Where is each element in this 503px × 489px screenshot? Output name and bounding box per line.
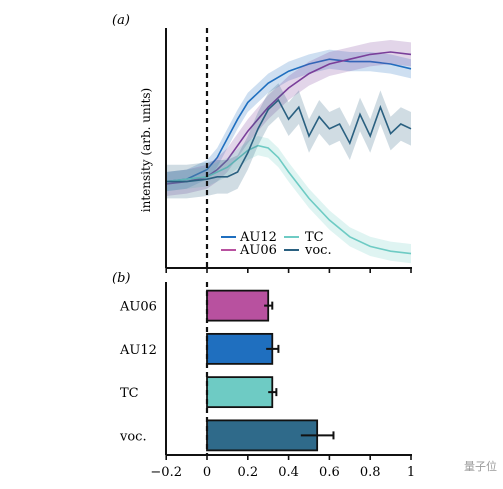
band-au06 [166,40,411,196]
series-line-tc [166,144,412,255]
bar-tc [206,376,274,409]
panel-b-category-labels: AU06 AU12 TC voc. [119,300,157,445]
panel-a-plot-area [166,40,412,264]
bar-voc [206,419,319,452]
panel-a-x-ticks [165,268,412,273]
band-voc [166,83,411,199]
panel-a-y-axis-label: intensity (arb. units) [139,88,153,212]
series-line-voc [166,98,412,183]
legend-label-tc: TC [305,230,324,245]
panel-b-x-ticks: −0.2 0 0.2 0.4 0.6 0.8 1 [150,455,415,480]
bar-au12 [206,332,274,365]
legend-label-voc: voc. [304,243,332,258]
legend-label-au12: AU12 [239,230,277,245]
category-label: voc. [119,429,147,444]
category-label: AU12 [119,343,157,358]
panel-b-x-tick-label: 0 [203,465,211,480]
category-label: TC [120,386,139,401]
panel-b-x-tick-label: 0.2 [237,465,258,480]
panel-b-x-tick-label: 0.4 [278,465,299,480]
panel-b-x-tick-label: −0.2 [150,465,182,480]
panel-a-label: (a) [112,13,130,28]
panel-b-x-tick-label: 1 [407,465,415,480]
bar-au06 [206,289,270,322]
legend-label-au06: AU06 [239,243,277,258]
category-label: AU06 [119,300,157,315]
panel-b-plot-area [206,289,335,452]
panel-b-x-tick-label: 0.8 [360,465,381,480]
band-tc [166,136,411,264]
panel-b-label: (b) [112,271,130,286]
legend: AU12 AU06 TC voc. [221,230,332,258]
series-line-au12 [166,58,412,183]
watermark: 量子位 [464,460,497,473]
panel-b-x-tick-label: 0.6 [319,465,340,480]
